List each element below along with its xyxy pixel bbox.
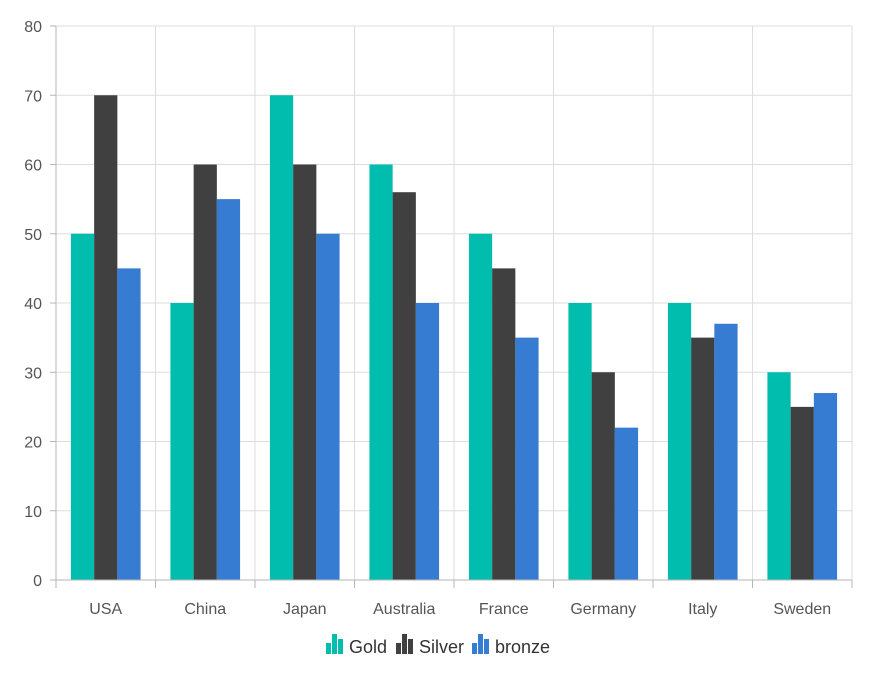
y-tick-label: 0	[33, 573, 42, 590]
axes: 0 10 20 30 40 50 60 70 80 USA China Japan Australia F…	[24, 19, 853, 618]
bar-bronze-china[interactable]	[216, 199, 241, 580]
bars	[70, 95, 838, 581]
bar-gold-sweden[interactable]	[767, 372, 791, 580]
y-tick-label: 10	[24, 504, 42, 521]
bar-bronze-france[interactable]	[515, 337, 539, 580]
y-tick-label: 80	[24, 19, 42, 36]
legend-label: bronze	[495, 637, 550, 657]
y-tick-label: 30	[24, 365, 42, 382]
bar-gold-australia[interactable]	[369, 164, 393, 581]
y-tick-label: 60	[24, 158, 42, 175]
bar-gold-italy[interactable]	[667, 303, 692, 580]
bar-bronze-italy[interactable]	[714, 323, 738, 580]
legend-item-bronze[interactable]: bronze	[472, 634, 550, 657]
x-tick-label: Italy	[688, 601, 717, 618]
bar-chart-icon	[472, 634, 489, 654]
x-tick-label: China	[184, 601, 226, 618]
legend-label: Silver	[419, 637, 464, 657]
x-tick-label: Australia	[373, 601, 435, 618]
bar-gold-germany[interactable]	[568, 303, 592, 580]
x-tick-label: Japan	[283, 601, 327, 618]
legend-item-gold[interactable]: Gold	[326, 634, 387, 657]
x-tick-label: Sweden	[773, 601, 831, 618]
grid	[55, 25, 853, 580]
bar-gold-china[interactable]	[170, 303, 194, 580]
bar-chart-icon	[326, 634, 343, 654]
bar-silver-japan[interactable]	[293, 164, 317, 581]
y-tick-label: 50	[24, 227, 42, 244]
bar-silver-australia[interactable]	[392, 192, 416, 580]
legend-item-silver[interactable]: Silver	[396, 634, 464, 657]
bar-silver-china[interactable]	[193, 164, 217, 581]
bar-silver-italy[interactable]	[691, 337, 715, 580]
x-tick-label: Germany	[570, 601, 636, 618]
legend: Gold Silver bronze	[326, 634, 550, 657]
y-tick-label: 40	[24, 296, 42, 313]
y-tick-label: 20	[24, 435, 42, 452]
bar-silver-sweden[interactable]	[790, 406, 814, 580]
bar-bronze-australia[interactable]	[415, 303, 440, 580]
x-tick-label: France	[479, 601, 529, 618]
bar-gold-japan[interactable]	[269, 95, 294, 580]
bar-gold-usa[interactable]	[70, 233, 95, 580]
bar-silver-france[interactable]	[492, 268, 516, 580]
bar-bronze-sweden[interactable]	[813, 393, 838, 580]
bar-silver-usa[interactable]	[94, 95, 118, 580]
x-tick-label: USA	[89, 601, 122, 618]
bar-bronze-japan[interactable]	[316, 233, 340, 580]
y-tick-label: 70	[24, 88, 42, 105]
bar-chart-icon	[396, 634, 413, 654]
bar-gold-france[interactable]	[468, 233, 493, 580]
bar-bronze-usa[interactable]	[117, 268, 141, 580]
bar-silver-germany[interactable]	[591, 372, 615, 580]
bar-bronze-germany[interactable]	[614, 427, 639, 580]
legend-label: Gold	[349, 637, 387, 657]
